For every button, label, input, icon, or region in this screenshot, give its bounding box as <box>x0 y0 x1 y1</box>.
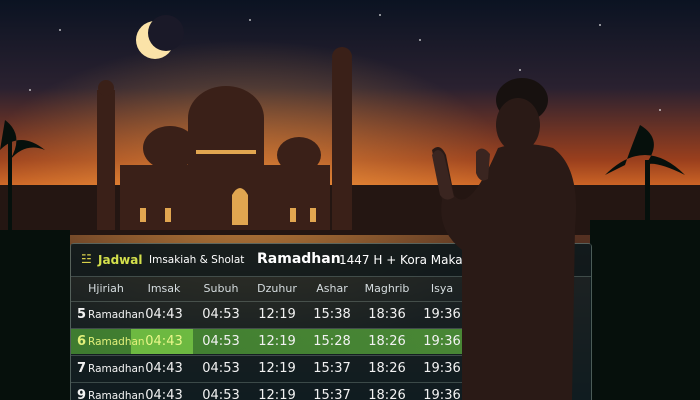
row-divider <box>71 301 471 302</box>
column-header: Dzuhur <box>257 282 297 295</box>
prayer-time: 19:36 <box>423 307 461 322</box>
prayer-time: 04:43 <box>145 361 183 376</box>
prayer-time: 19:36 <box>423 334 461 349</box>
prayer-time: 19:36 <box>423 361 461 376</box>
day-number: 9 <box>77 388 87 400</box>
title-label: Jadwal <box>98 253 143 267</box>
row-divider <box>71 355 471 356</box>
title-month: Ramadhan <box>257 251 341 267</box>
prayer-time: 12:19 <box>258 388 296 400</box>
prayer-time: 04:53 <box>202 361 240 376</box>
prayer-time: 12:19 <box>258 307 296 322</box>
prayer-time: 18:26 <box>368 334 406 349</box>
prayer-time: 19:36 <box>423 388 461 400</box>
prayer-time: 04:43 <box>145 307 183 322</box>
prayer-time: 18:26 <box>368 361 406 376</box>
day-number: 7 <box>77 361 87 376</box>
prayer-time: 04:53 <box>202 334 240 349</box>
prayer-time: 04:43 <box>145 388 183 400</box>
column-header: Hjiriah <box>88 282 124 295</box>
prayer-time: 15:38 <box>313 307 351 322</box>
cell-highlight <box>131 329 193 354</box>
prayer-time: 15:28 <box>313 334 351 349</box>
day-month: Ramadhan <box>88 336 145 348</box>
prayer-time: 04:53 <box>202 307 240 322</box>
day-month: Ramadhan <box>88 309 145 321</box>
mosque-icon: ☳ <box>81 252 92 266</box>
prayer-time: 12:19 <box>258 361 296 376</box>
column-header: Ashar <box>316 282 348 295</box>
day-number: 5 <box>77 307 87 322</box>
prayer-time: 18:26 <box>368 388 406 400</box>
column-header: Subuh <box>203 282 239 295</box>
prayer-time: 15:37 <box>313 388 351 400</box>
prayer-time: 04:53 <box>202 388 240 400</box>
column-header: Isya <box>430 282 454 295</box>
prayer-time: 15:37 <box>313 361 351 376</box>
day-number: 6 <box>77 334 87 349</box>
title-detail: 1447 H + Kora Makassar <box>339 253 488 267</box>
column-header: Imsak <box>147 282 181 295</box>
day-month: Ramadhan <box>88 363 145 375</box>
prayer-time: 12:19 <box>258 334 296 349</box>
prayer-time: 18:36 <box>368 307 406 322</box>
row-divider <box>71 382 471 383</box>
day-month: Ramadhan <box>88 390 145 400</box>
row-divider <box>71 328 471 329</box>
prayer-time: 04:43 <box>145 334 183 349</box>
title-subtitle: Imsakiah & Sholat <box>149 254 245 266</box>
column-header: Maghrib <box>364 282 410 295</box>
